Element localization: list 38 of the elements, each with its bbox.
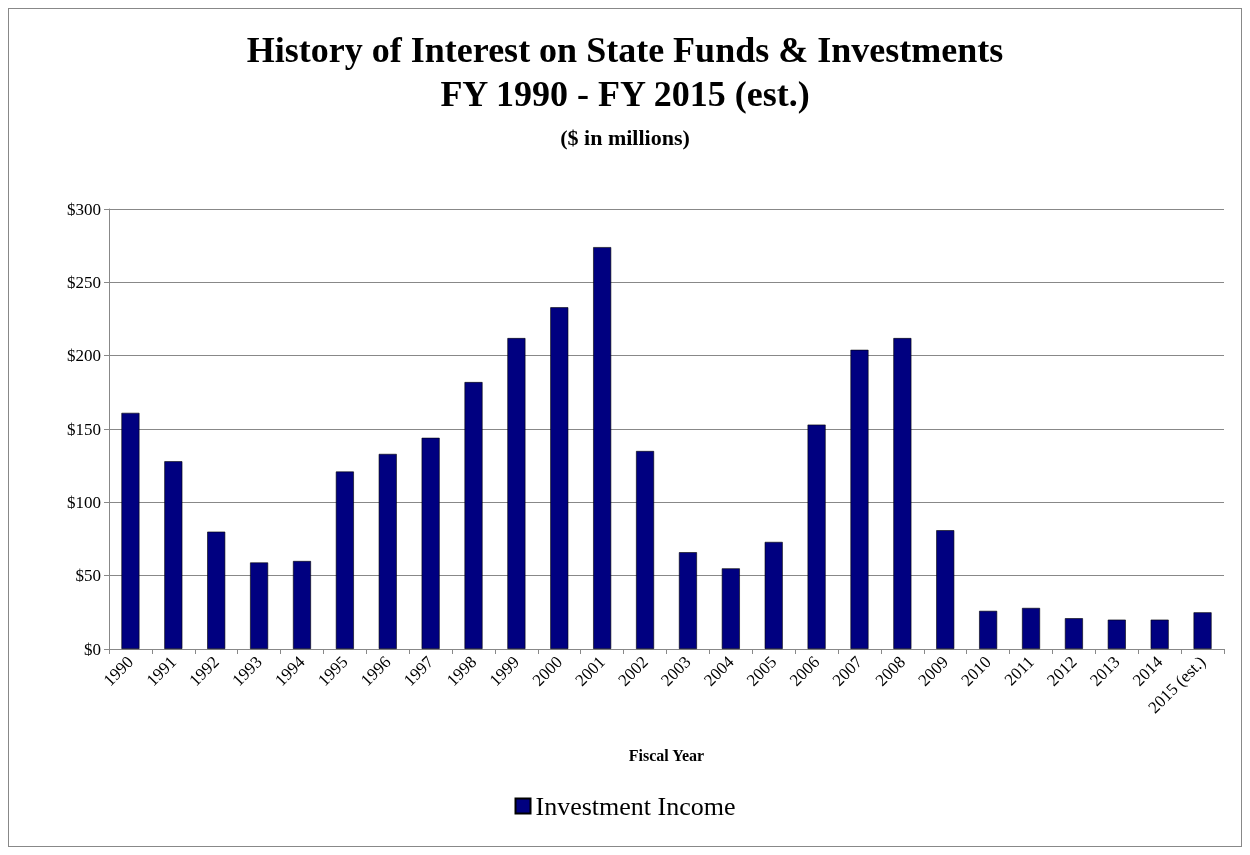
x-axis-title: Fiscal Year — [628, 746, 705, 764]
bar — [121, 412, 140, 649]
bar — [464, 382, 483, 649]
bar — [678, 552, 697, 649]
chart-title: History of Interest on State Funds & Investments FY 1990 - FY 2015 (est.) — [246, 30, 1004, 114]
bar — [893, 338, 912, 649]
x-tick-label: 1991 — [142, 652, 181, 690]
y-tick-label: $250 — [67, 272, 101, 292]
y-tick-label: $50 — [75, 566, 101, 586]
bar — [636, 451, 655, 649]
bar — [593, 247, 612, 649]
bar — [507, 338, 526, 649]
bar — [292, 561, 311, 649]
bar — [764, 541, 783, 649]
bar — [1150, 619, 1169, 649]
bar — [335, 471, 354, 649]
bar — [207, 531, 226, 649]
bar — [936, 530, 955, 649]
y-tick-label: $100 — [67, 492, 101, 512]
bar — [807, 424, 826, 649]
bar — [164, 461, 183, 649]
bar — [721, 568, 740, 649]
y-tick-label: $300 — [67, 199, 101, 219]
chart-subtitle: ($ in millions) — [560, 124, 690, 150]
legend-label: Investment Income — [535, 791, 736, 821]
y-tick-label: $150 — [67, 419, 101, 439]
bar — [1064, 618, 1083, 649]
bar — [850, 349, 869, 649]
bar — [250, 562, 269, 649]
bar — [979, 610, 998, 649]
bar — [421, 437, 440, 649]
bar — [378, 453, 397, 649]
bar — [550, 307, 569, 649]
bar — [1193, 612, 1212, 649]
bar — [1107, 619, 1126, 649]
y-tick-label: $200 — [67, 346, 101, 366]
bar — [1022, 607, 1041, 649]
y-tick-label: $0 — [84, 639, 101, 659]
